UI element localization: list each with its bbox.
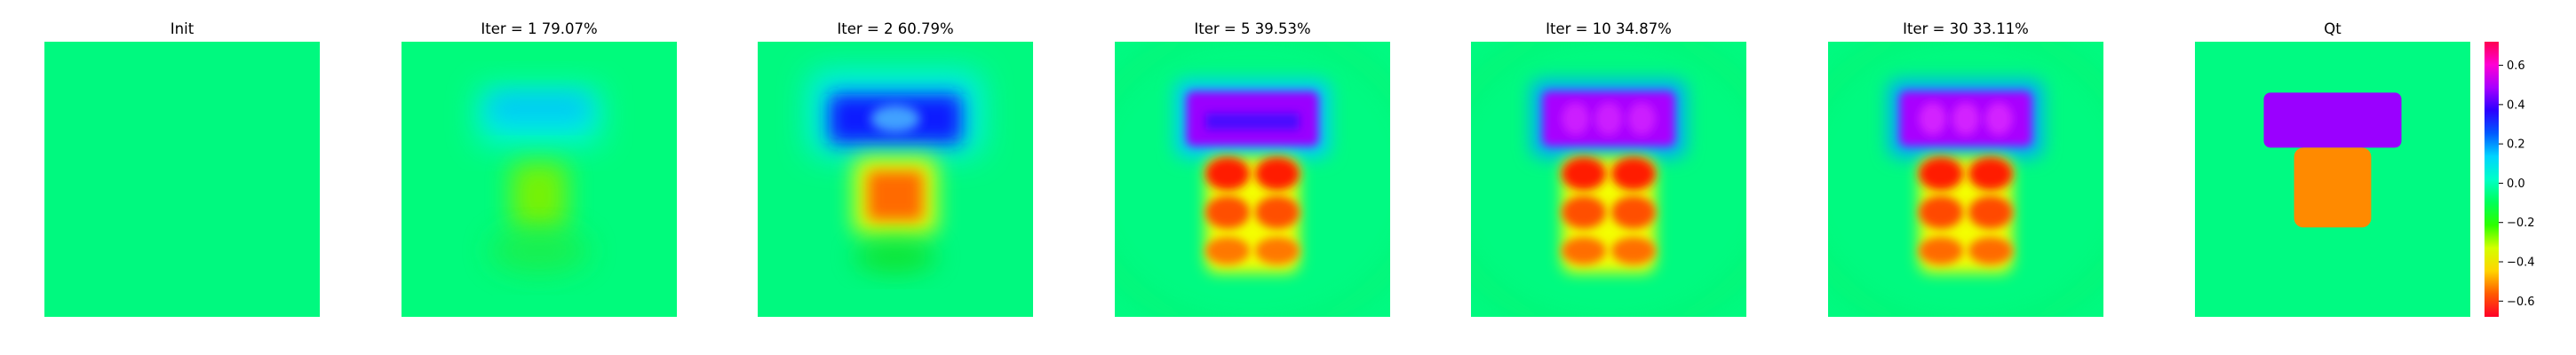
field-region xyxy=(1611,237,1656,265)
field-region xyxy=(1627,102,1656,136)
field-region xyxy=(1205,237,1250,265)
heatmap-panels: Init Iter = 1 79.07% Iter = 2 60.79% Iter =… xyxy=(44,20,2470,317)
field-region xyxy=(868,170,923,221)
heatmap-panel: Iter = 1 79.07% xyxy=(402,20,677,317)
field-region xyxy=(1611,157,1656,191)
heatmap-panel: Init xyxy=(44,20,320,317)
panel-title: Iter = 1 79.07% xyxy=(481,20,597,37)
colorbar-tick-label: 0.6 xyxy=(2507,59,2525,73)
field-region xyxy=(2294,147,2372,228)
field-region xyxy=(871,105,920,133)
field-region xyxy=(1562,157,1606,191)
field-region xyxy=(1255,237,1300,265)
panel-title: Init xyxy=(171,20,195,37)
heatmap-panel: Iter = 30 33.11% xyxy=(1828,20,2103,317)
field-region xyxy=(489,228,589,273)
field-region xyxy=(2263,92,2402,148)
heatmap-panel: Iter = 5 39.53% xyxy=(1115,20,1390,317)
field-region xyxy=(1255,157,1300,191)
colorbar-tick-label: −0.6 xyxy=(2507,296,2535,309)
field-region xyxy=(1611,195,1656,229)
field-region xyxy=(854,240,937,273)
field-region xyxy=(1968,157,2013,191)
field-region xyxy=(1205,157,1250,191)
colorbar-gradient xyxy=(2485,42,2499,317)
heatmap-panel: Iter = 10 34.87% xyxy=(1471,20,1746,317)
field-region xyxy=(489,93,589,122)
colorbar-tick-label: 0.2 xyxy=(2507,138,2525,152)
field-region xyxy=(512,162,567,229)
field-region xyxy=(1205,113,1300,130)
field-region xyxy=(1968,237,2013,265)
colorbar: 0.6 0.4 0.2 0.0 −0.2 −0.4 −0.6 xyxy=(2485,42,2535,317)
panel-title: Qt xyxy=(2324,20,2341,37)
panel-title: Iter = 10 34.87% xyxy=(1546,20,1672,37)
colorbar-tick-label: −0.2 xyxy=(2507,217,2535,230)
field-region xyxy=(1919,237,1963,265)
field-region xyxy=(1205,195,1250,229)
panel-title: Iter = 5 39.53% xyxy=(1194,20,1310,37)
colorbar-tick-label: 0.4 xyxy=(2507,99,2525,112)
field-region xyxy=(1255,195,1300,229)
field-region xyxy=(1919,195,1963,229)
colorbar-tick-label: 0.0 xyxy=(2507,178,2525,191)
field-region xyxy=(1562,195,1606,229)
field-region xyxy=(1562,237,1606,265)
panel-title: Iter = 2 60.79% xyxy=(837,20,953,37)
field-region xyxy=(1952,102,1980,136)
heatmap-panel: Qt xyxy=(2195,20,2470,317)
panel-background xyxy=(44,42,320,317)
field-region xyxy=(1984,102,2013,136)
field-region xyxy=(1594,102,1623,136)
field-region xyxy=(1562,102,1590,136)
field-region xyxy=(1968,195,2013,229)
field-region xyxy=(1919,157,1963,191)
colorbar-tick-label: −0.4 xyxy=(2507,256,2535,270)
heatmap-panel: Iter = 2 60.79% xyxy=(758,20,1033,317)
panel-title: Iter = 30 33.11% xyxy=(1903,20,2029,37)
field-region xyxy=(1919,102,1947,136)
